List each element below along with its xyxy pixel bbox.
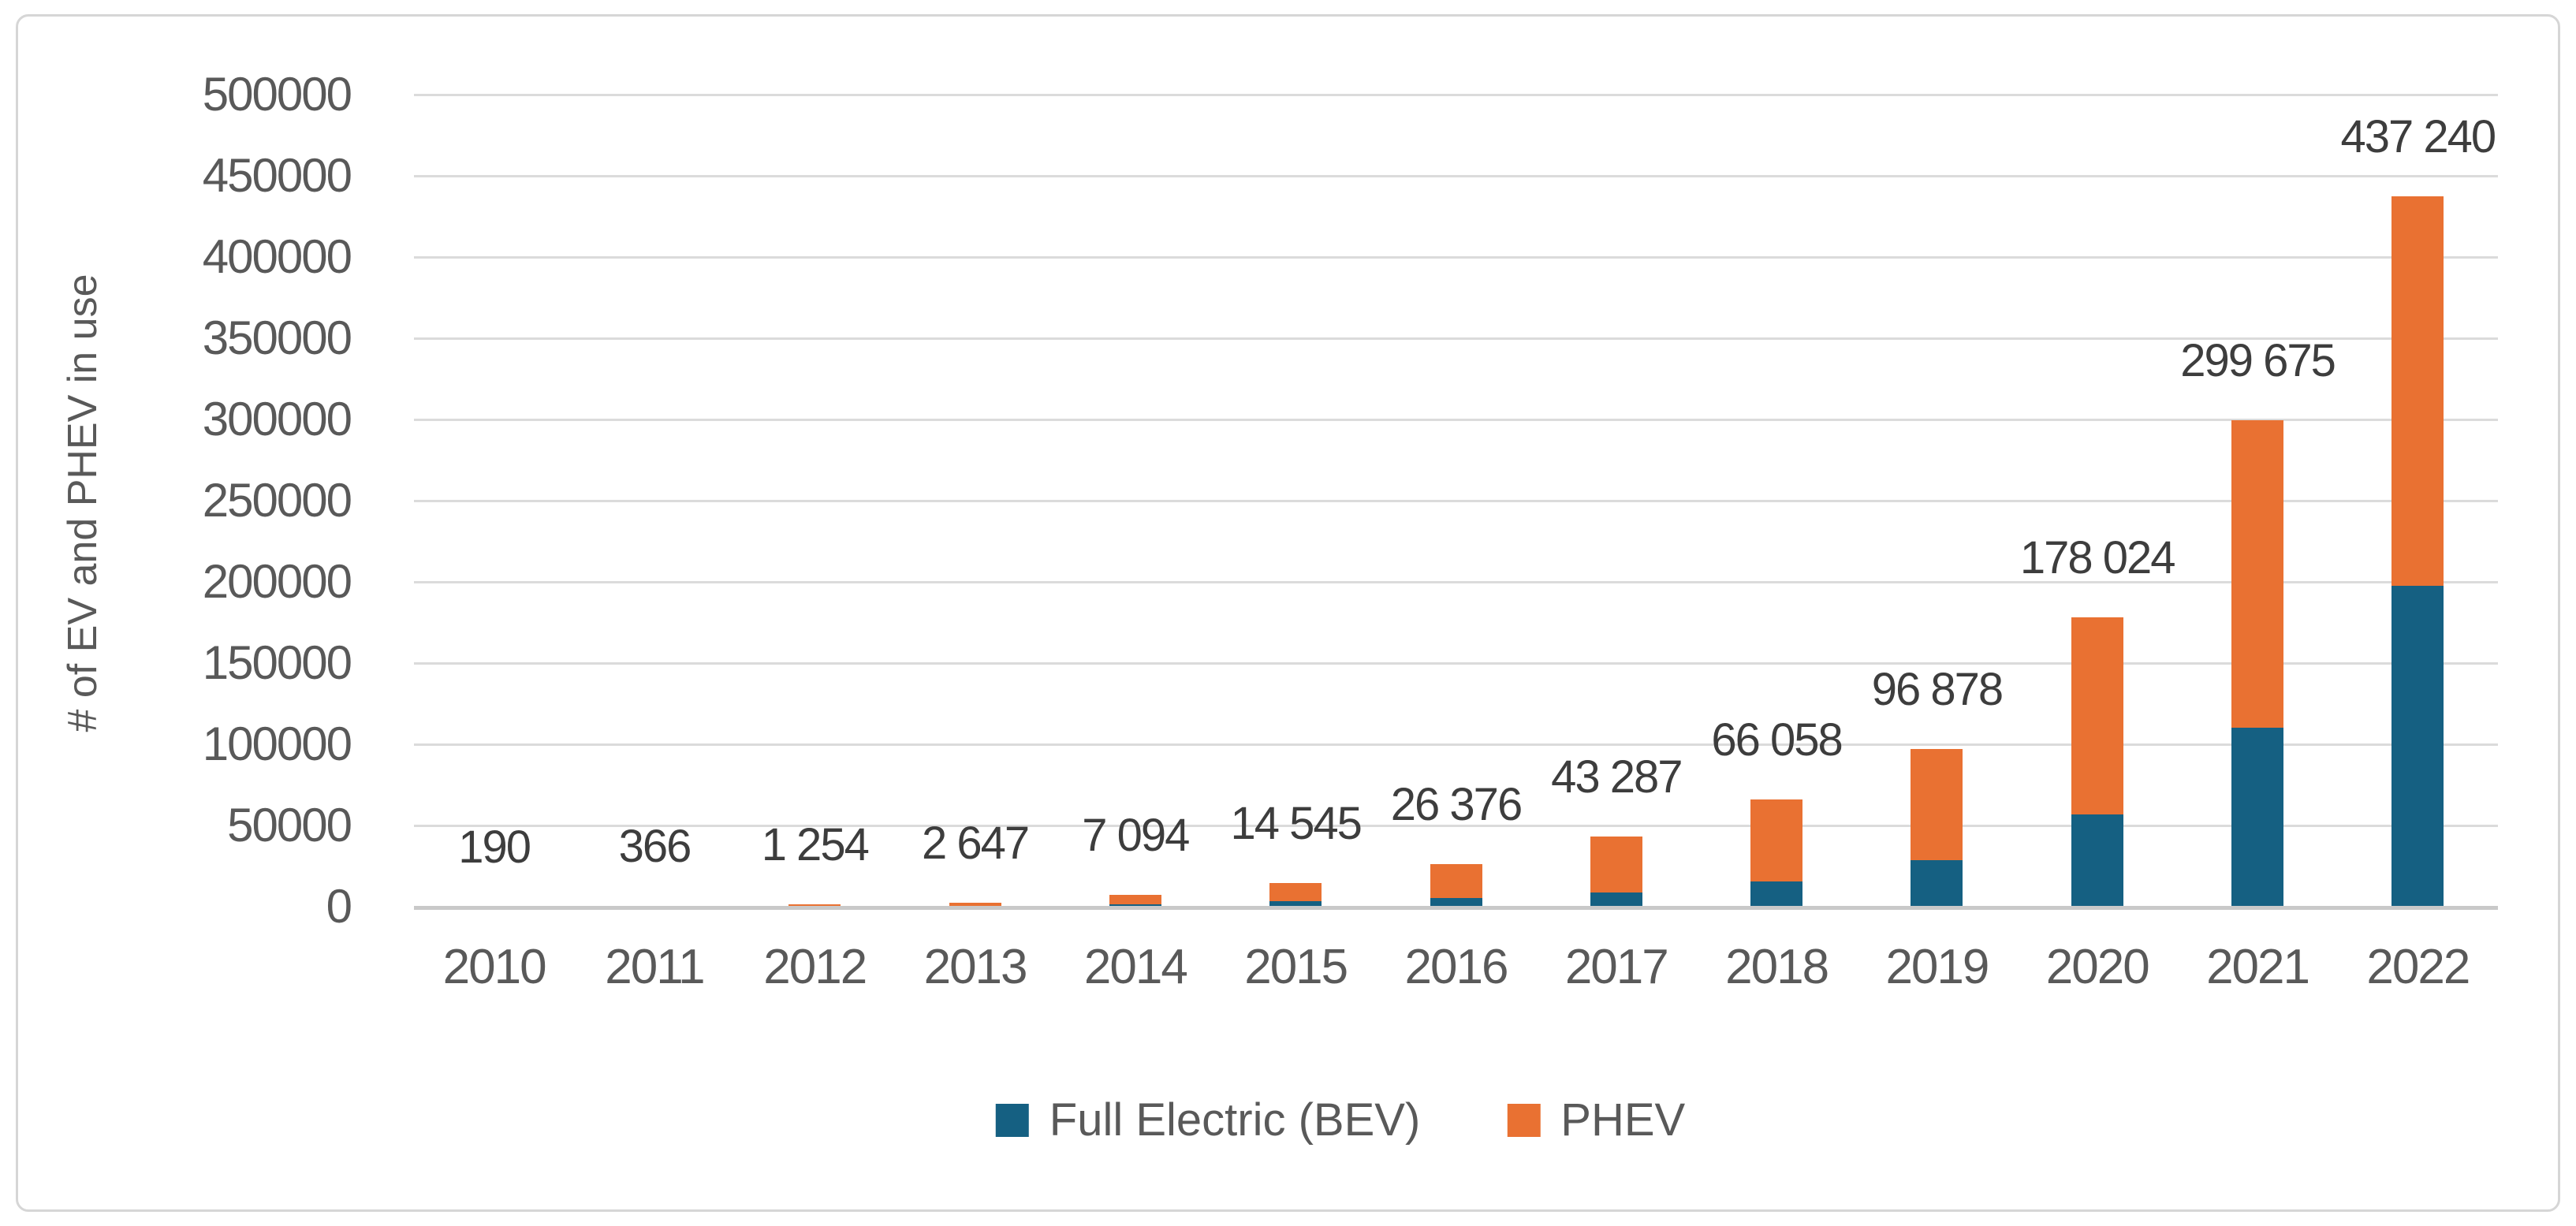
- bar-segment-phev-2019: [1911, 749, 1963, 861]
- figure-border-frame: [16, 14, 2560, 1212]
- total-data-label-2011: 366: [618, 821, 692, 873]
- y-axis-tick-label: 200000: [202, 555, 352, 608]
- x-axis-label-2013: 2013: [923, 940, 1028, 994]
- bar-segment-phev-2021: [2231, 419, 2284, 729]
- total-data-label-2018: 66 058: [1711, 714, 1843, 766]
- gridline: [414, 337, 2498, 340]
- x-axis-label-2019: 2019: [1885, 940, 1989, 994]
- gridline: [414, 581, 2498, 583]
- gridline: [414, 500, 2498, 502]
- gridline: [414, 419, 2498, 421]
- y-axis-tick-label: 350000: [202, 311, 352, 364]
- total-data-label-2020: 178 024: [2019, 532, 2176, 584]
- bar-segment-bev-2017: [1590, 892, 1642, 907]
- bev-legend-swatch-icon: [995, 1104, 1029, 1137]
- y-axis-tick-label: 250000: [202, 474, 352, 527]
- x-axis-label-2021: 2021: [2206, 940, 2310, 994]
- bar-segment-bev-2021: [2231, 728, 2284, 907]
- gridline: [414, 256, 2498, 259]
- total-data-label-2016: 26 376: [1390, 778, 1523, 830]
- phev-legend-swatch-icon: [1507, 1104, 1541, 1137]
- y-axis-tick-label: 400000: [202, 230, 352, 283]
- bar-segment-bev-2015: [1269, 900, 1322, 907]
- gridline: [414, 662, 2498, 665]
- bar-segment-phev-2015: [1269, 883, 1322, 901]
- total-data-label-2017: 43 287: [1551, 751, 1683, 803]
- bar-segment-bev-2014: [1109, 904, 1161, 907]
- total-data-label-2012: 1 254: [761, 819, 870, 871]
- plot-area: [414, 94, 2498, 910]
- x-axis-label-2010: 2010: [442, 940, 547, 994]
- legend-item-phev: PHEV: [1507, 1097, 1685, 1143]
- bar-segment-bev-2022: [2391, 586, 2444, 907]
- y-axis-tick-label: 500000: [202, 68, 352, 121]
- y-axis-title: # of EV and PHEV in use: [60, 274, 106, 732]
- y-axis-tick-label: 300000: [202, 393, 352, 445]
- bar-segment-phev-2017: [1590, 836, 1642, 893]
- total-data-label-2014: 7 094: [1082, 810, 1190, 862]
- bar-segment-bev-2020: [2071, 814, 2123, 907]
- bar-segment-bev-2016: [1430, 897, 1482, 907]
- bar-segment-bev-2019: [1911, 860, 1963, 907]
- bar-segment-phev-2018: [1750, 799, 1803, 882]
- legend-item-bev: Full Electric (BEV): [995, 1094, 1421, 1146]
- x-axis-label-2022: 2022: [2366, 940, 2470, 994]
- y-axis-tick-label: 150000: [202, 636, 352, 689]
- y-axis-tick-label: 0: [326, 880, 352, 933]
- bar-segment-phev-2016: [1430, 863, 1482, 898]
- total-data-label-2013: 2 647: [921, 817, 1030, 869]
- total-data-label-2022: 437 240: [2340, 111, 2497, 163]
- x-axis-label-2016: 2016: [1404, 940, 1509, 994]
- y-axis-tick-label: 450000: [202, 149, 352, 202]
- total-data-label-2015: 14 545: [1230, 798, 1362, 850]
- gridline: [414, 175, 2498, 177]
- x-axis-label-2012: 2012: [763, 940, 867, 994]
- x-axis-label-2017: 2017: [1564, 940, 1669, 994]
- bar-segment-bev-2018: [1750, 881, 1803, 907]
- x-axis-label-2020: 2020: [2045, 940, 2150, 994]
- bar-segment-phev-2013: [949, 902, 1001, 906]
- gridline: [414, 743, 2498, 746]
- bar-segment-phev-2022: [2391, 196, 2444, 587]
- bar-segment-phev-2014: [1109, 895, 1161, 905]
- x-axis-baseline: [414, 906, 2498, 910]
- gridline: [414, 825, 2498, 827]
- y-axis-tick-label: 50000: [227, 799, 352, 851]
- x-axis-label-2014: 2014: [1083, 940, 1188, 994]
- legend: Full Electric (BEV) PHEV: [995, 1094, 1685, 1146]
- legend-label-bev: Full Electric (BEV): [1049, 1094, 1421, 1146]
- total-data-label-2021: 299 675: [2180, 334, 2336, 386]
- y-axis-tick-label: 100000: [202, 717, 352, 770]
- x-axis-label-2015: 2015: [1244, 940, 1348, 994]
- bar-segment-phev-2020: [2071, 617, 2123, 814]
- total-data-label-2019: 96 878: [1871, 664, 2004, 716]
- total-data-label-2010: 190: [458, 821, 531, 873]
- bar-segment-phev-2012: [788, 904, 841, 907]
- gridline: [414, 94, 2498, 96]
- legend-label-phev: PHEV: [1560, 1094, 1686, 1146]
- x-axis-label-2018: 2018: [1725, 940, 1829, 994]
- x-axis-label-2011: 2011: [605, 940, 705, 994]
